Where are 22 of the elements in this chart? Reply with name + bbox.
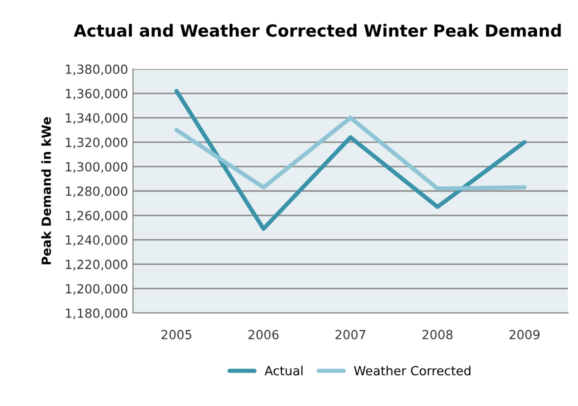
x-tick-label: 2007 [336, 330, 366, 340]
line-series [174, 116, 527, 191]
y-tick-label: 1,360,000 [66, 88, 128, 100]
y-tick-label: 1,280,000 [66, 186, 128, 198]
y-tick-label: 1,320,000 [66, 138, 128, 148]
chart-title: Actual and Weather Corrected Winter Peak Demand [74, 24, 561, 37]
y-tick-label: 1,240,000 [66, 235, 128, 246]
legend-label: Weather Corrected [354, 366, 470, 376]
x-tick-label: 2008 [422, 330, 453, 340]
x-tick-label: 2005 [162, 330, 192, 340]
y-tick-label: 1,340,000 [66, 113, 128, 124]
x-tick-label: 2009 [510, 330, 540, 340]
y-tick-label: 1,200,000 [66, 284, 128, 295]
y-tick-label: 1,380,000 [66, 64, 128, 76]
y-tick-label: 1,180,000 [66, 308, 128, 320]
y-tick-label: 1,220,000 [66, 260, 128, 270]
line-series [174, 88, 527, 231]
y-axis-title: Peak Demand in kWe [41, 117, 51, 264]
x-tick-label: 2006 [248, 330, 279, 340]
y-tick-label: 1,300,000 [66, 162, 128, 173]
y-tick-label: 1,260,000 [66, 210, 128, 222]
legend-label: Actual [264, 366, 302, 376]
